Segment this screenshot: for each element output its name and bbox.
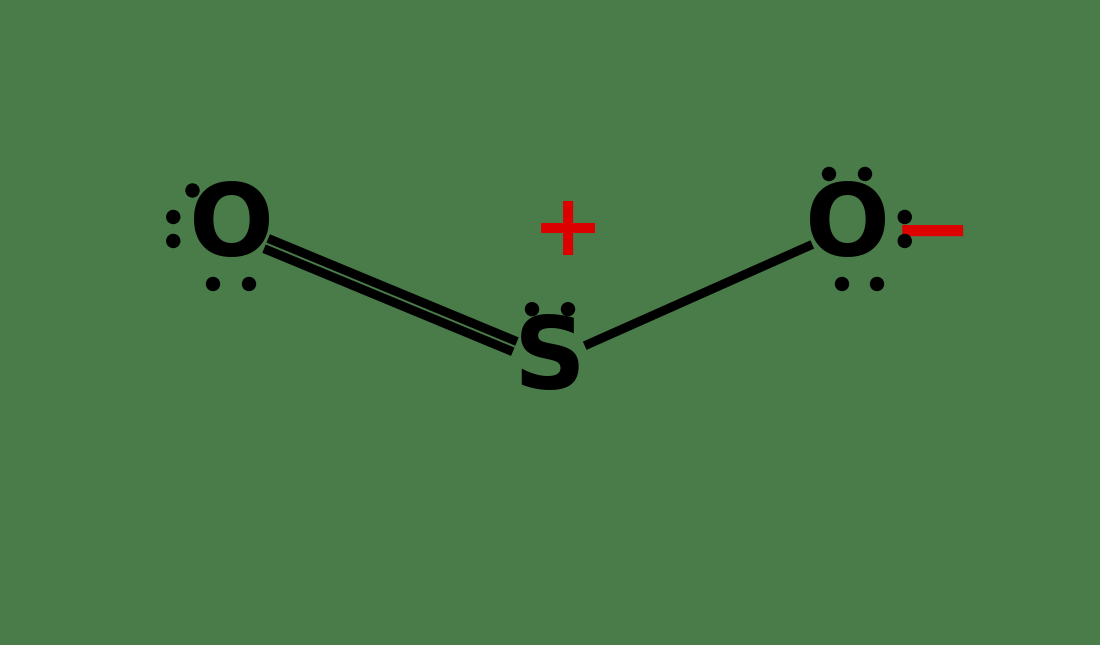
Circle shape (899, 235, 911, 248)
Circle shape (899, 210, 911, 223)
Circle shape (858, 168, 871, 181)
Circle shape (167, 210, 179, 223)
Text: O: O (188, 181, 274, 277)
Text: −: − (891, 188, 972, 281)
Circle shape (836, 277, 848, 290)
Circle shape (823, 168, 836, 181)
Circle shape (242, 277, 255, 290)
Circle shape (167, 235, 179, 248)
Text: S: S (514, 313, 586, 410)
Circle shape (186, 184, 199, 197)
Circle shape (870, 277, 883, 290)
Circle shape (207, 277, 220, 290)
Circle shape (526, 303, 539, 315)
Circle shape (561, 303, 574, 315)
Text: +: + (532, 190, 604, 273)
Text: O: O (804, 181, 890, 277)
